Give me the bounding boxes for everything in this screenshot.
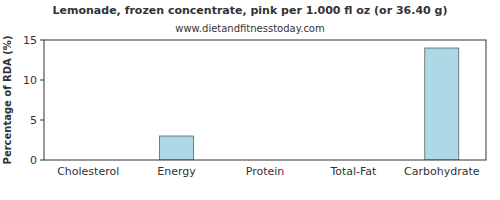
- subtitle: www.dietandfitnesstoday.com: [175, 23, 324, 34]
- title: Lemonade, frozen concentrate, pink per 1…: [53, 4, 448, 17]
- x-tick-label: Protein: [246, 165, 285, 178]
- x-tick-label: Carbohydrate: [404, 165, 480, 178]
- x-tick-label: Energy: [157, 165, 196, 178]
- y-tick-label: 5: [30, 114, 37, 127]
- bars: [160, 48, 459, 160]
- y-tick-label: 15: [23, 34, 37, 47]
- y-tick: [40, 160, 44, 161]
- chart-svg: Lemonade, frozen concentrate, pink per 1…: [0, 0, 500, 200]
- y-tick: [40, 120, 44, 121]
- y-tick: [40, 80, 44, 81]
- y-tick-label: 0: [30, 154, 37, 167]
- y-axis-label: Percentage of RDA (%): [2, 36, 13, 165]
- bar: [425, 48, 459, 160]
- x-tick-label: Total-Fat: [329, 165, 377, 178]
- bar: [160, 136, 194, 160]
- plot-frame: [44, 40, 486, 160]
- x-tick-label: Cholesterol: [57, 165, 119, 178]
- chart-container: Lemonade, frozen concentrate, pink per 1…: [0, 0, 500, 200]
- y-tick-label: 10: [23, 74, 37, 87]
- y-tick: [40, 40, 44, 41]
